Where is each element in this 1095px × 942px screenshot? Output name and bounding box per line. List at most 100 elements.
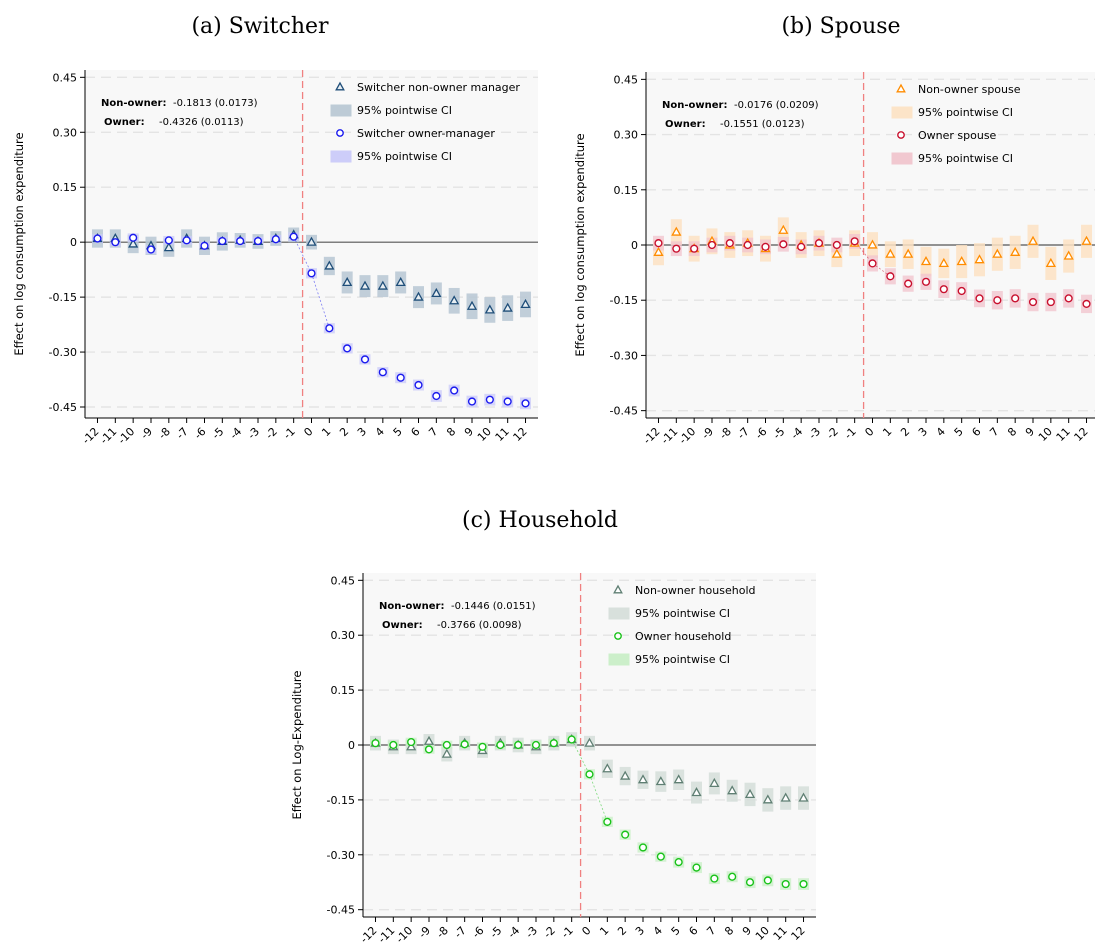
legend-marker-triangle: [896, 83, 906, 93]
x-tick-label: -1: [281, 425, 298, 442]
data-point-circle: [182, 236, 191, 245]
data-point-circle: [1082, 299, 1091, 308]
x-tick-label: -9: [699, 425, 716, 442]
x-tick-label: -10: [115, 425, 137, 447]
owner-connector: [589, 774, 608, 822]
data-point-circle: [432, 391, 441, 401]
y-tick-label: 0.30: [53, 126, 78, 139]
y-tick-label: 0.45: [53, 71, 78, 84]
data-point-triangle: [1063, 250, 1074, 260]
x-tick-label: -7: [452, 924, 469, 941]
data-point-circle: [814, 239, 824, 248]
data-point-triangle: [1045, 257, 1056, 267]
data-point-circle: [424, 745, 434, 754]
x-tick-label: -1: [842, 425, 859, 442]
x-tick-label: -8: [717, 425, 734, 442]
data-point-triangle: [128, 238, 139, 248]
data-point-triangle: [395, 276, 406, 287]
x-tick-label: 4: [934, 425, 948, 439]
owner-connector: [311, 273, 330, 329]
data-point-circle: [236, 236, 245, 246]
x-tick-label: 9: [462, 425, 476, 439]
data-point-circle: [656, 852, 665, 861]
data-point-circle: [957, 286, 966, 296]
x-tick-label: 0: [862, 425, 876, 439]
data-point-circle: [531, 740, 541, 750]
data-point-triangle: [377, 280, 388, 290]
annotation-label: Owner:: [665, 119, 706, 130]
x-tick-label: -9: [138, 425, 155, 442]
x-tick-label: 4: [651, 924, 665, 938]
data-point-circle: [93, 234, 102, 243]
data-point-circle: [654, 239, 663, 248]
x-tick-label: 11: [1054, 425, 1073, 444]
data-point-triangle: [306, 236, 317, 246]
data-point-circle: [690, 244, 699, 253]
annotation-value: -0.1446 (0.0151): [451, 601, 536, 612]
x-tick-label: 10: [753, 924, 772, 942]
data-point-triangle: [431, 287, 442, 298]
legend-marker-triangle: [335, 81, 345, 91]
legend-label: Owner household: [635, 630, 731, 643]
x-tick-label: 1: [597, 924, 611, 938]
data-point-circle: [1011, 294, 1020, 303]
y-tick-label: -0.30: [610, 349, 638, 362]
data-point-circle: [549, 739, 558, 748]
x-tick-label: -9: [416, 924, 433, 941]
data-point-triangle: [406, 741, 417, 751]
data-point-triangle: [727, 785, 738, 795]
data-point-circle: [638, 843, 648, 852]
y-tick-label: 0.45: [614, 73, 639, 86]
legend-ci-label: 95% pointwise CI: [918, 106, 1013, 119]
x-tick-label: 12: [1072, 425, 1091, 444]
x-tick-label: -2: [263, 425, 280, 442]
annotation-label: Non-owner:: [379, 601, 444, 612]
x-tick-label: 3: [355, 425, 369, 439]
data-point-circle: [371, 739, 380, 748]
data-point-circle: [743, 240, 752, 250]
y-tick-label: -0.30: [327, 849, 355, 862]
y-tick-label: -0.45: [49, 401, 77, 414]
y-tick-label: 0.15: [331, 684, 356, 697]
x-tick-label: 9: [1023, 425, 1037, 439]
data-point-triangle: [324, 260, 335, 270]
x-tick-label: -3: [806, 425, 823, 442]
x-tick-label: 3: [633, 924, 647, 938]
data-point-circle: [975, 294, 984, 303]
data-point-circle: [1046, 297, 1055, 307]
legend-ci-label: 95% pointwise CI: [635, 653, 730, 666]
x-tick-label: 0: [301, 425, 315, 439]
x-tick-label: 6: [686, 924, 700, 938]
data-point-triangle: [1010, 246, 1021, 256]
data-point-circle: [360, 355, 370, 364]
data-point-circle: [707, 240, 717, 250]
x-tick-label: -3: [245, 425, 262, 442]
x-tick-label: 12: [511, 425, 530, 444]
panel-title: (a) Switcher: [191, 14, 329, 39]
annotation-value: -0.0176 (0.0209): [734, 100, 819, 111]
data-point-triangle: [602, 763, 613, 773]
data-point-circle: [904, 279, 913, 288]
legend-ci-label: 95% pointwise CI: [357, 104, 452, 117]
data-point-triangle: [938, 257, 949, 267]
y-axis-label: Effect on log consumption expenditure: [573, 133, 587, 356]
data-point-triangle: [584, 737, 595, 747]
data-point-circle: [307, 269, 316, 278]
x-tick-label: -6: [753, 425, 770, 442]
data-point-triangle: [831, 248, 842, 258]
x-tick-label: 10: [475, 425, 494, 444]
data-point-triangle: [744, 788, 756, 798]
data-point-circle: [692, 863, 701, 872]
data-point-triangle: [885, 248, 896, 258]
data-point-circle: [521, 399, 530, 408]
data-point-circle: [111, 238, 120, 247]
x-tick-label: 7: [704, 924, 718, 938]
data-point-triangle: [974, 254, 985, 264]
annotation-value: -0.1551 (0.0123): [720, 119, 805, 130]
x-tick-label: 12: [789, 924, 808, 942]
y-axis-label: Effect on Log-Expenditure: [290, 670, 304, 819]
legend-label: Switcher owner-manager: [357, 127, 495, 140]
x-tick-label: 8: [722, 924, 736, 938]
data-point-triangle: [484, 304, 495, 314]
